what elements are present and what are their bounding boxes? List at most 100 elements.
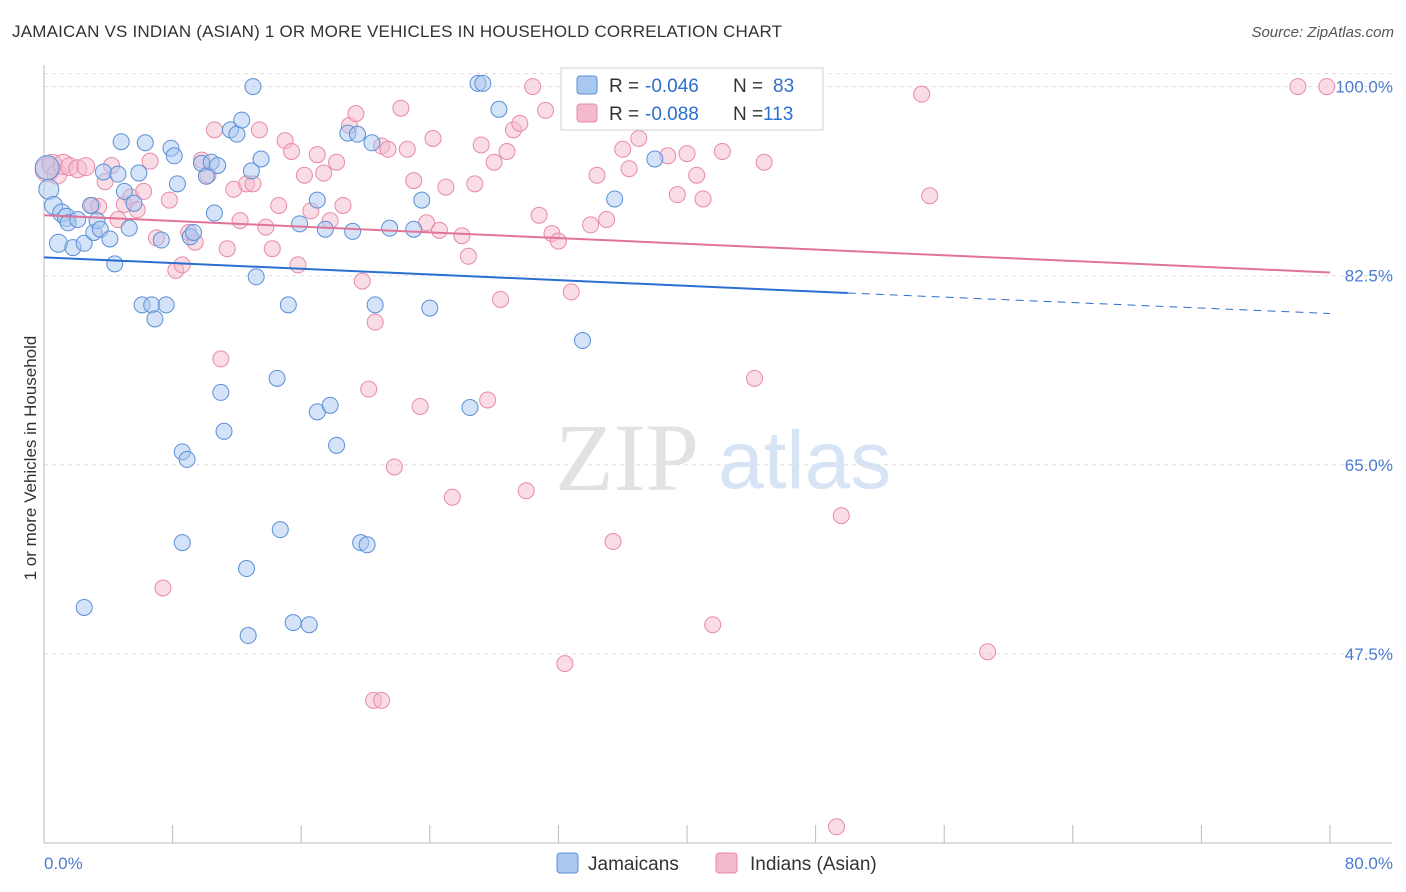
jamaican-point [152,231,170,249]
indian-asian-point [405,172,423,190]
indian-asian-point [549,232,567,250]
jamaican-point [271,521,289,539]
y-axis-label: 1 or more Vehicles in Household [21,336,40,581]
indian-asian-point [392,99,410,117]
indian-asian-point [498,142,516,160]
jamaican-point [366,296,384,314]
jamaican-point [300,616,318,634]
indian-asian-point [424,129,442,147]
indian-asian-point [630,129,648,147]
jamaican-point [344,222,362,240]
indian-asian-point [353,272,371,290]
jamaican-point [130,164,148,182]
jamaican-trend-extension [847,292,1331,315]
jamaican-point [75,598,93,616]
correlation-legend: R = -0.046 N = 83 R = -0.088 N = 113 [560,67,824,131]
indian-asian-point [411,397,429,415]
indian-asian-point [668,186,686,204]
indian-asian-point [270,196,288,214]
legend-n-label-2: N = [733,104,763,125]
trend-lines [43,214,1331,315]
indian-asian-point [334,196,352,214]
indian-asian-point [479,391,497,409]
jamaican-point [101,230,119,248]
legend-r-value-1: -0.046 [645,76,699,97]
indian-asian-point [530,206,548,224]
indian-asian-trend-line [43,214,1331,274]
indian-asian-point [257,218,275,236]
jamaican-point [279,296,297,314]
y-tick-label: 100.0% [1335,78,1393,97]
legend-n-value-2: 113 [763,104,793,125]
indian-asian-point [453,227,471,245]
correlation-legend-box [560,67,824,131]
jamaican-point [291,215,309,233]
page-title: JAMAICAN VS INDIAN (ASIAN) 1 OR MORE VEH… [12,22,783,41]
jamaican-point [490,100,508,118]
indian-asian-point [205,121,223,139]
indian-asian-point [537,101,555,119]
jamaican-point [75,234,93,252]
indian-asian-point [437,178,455,196]
jamaican-point [173,534,191,552]
indian-asian-point [173,256,191,274]
indian-asian-point [614,140,632,158]
indian-asian-point [620,160,638,178]
jamaican-point [358,536,376,554]
jamaican-point [316,220,334,238]
jamaican-point [308,191,326,209]
jamaican-point [178,450,196,468]
indian-asian-point [492,290,510,308]
jamaican-point [252,150,270,168]
indian-asian-point [373,691,391,709]
jamaican-trend-line [43,256,848,294]
jamaican-point [82,196,100,214]
indian-asian-point [713,142,731,160]
jamaican-point [106,255,124,273]
jamaican-point [112,133,130,151]
indian-asian-point [141,152,159,170]
legend-r-value-2: -0.088 [645,104,699,125]
x-tick-label: 80.0% [1345,854,1393,873]
indian-asian-point [466,175,484,193]
indian-asian-point [472,136,490,154]
indian-asian-point [704,616,722,634]
jamaican-point [168,175,186,193]
legend-r-label-2: R = [609,104,639,125]
axes-layer: 100.0% 82.5% 65.0% 47.5% 0.0% 80.0% 1 or more … [21,65,1393,873]
bottom-legend-swatch-indians [715,852,738,874]
indian-asian-point [524,78,542,96]
indian-asian-point [76,157,96,177]
y-tick-label: 47.5% [1345,645,1393,664]
indian-asian-point [517,482,535,500]
x-tick-label: 0.0% [44,854,83,873]
jamaican-point [233,111,251,129]
jamaican-point [421,299,439,317]
jamaican-point [146,310,164,328]
jamaican-point [238,560,256,578]
y-tick-label: 82.5% [1345,267,1393,286]
indian-asian-point [921,187,939,205]
jamaican-point [413,191,431,209]
jamaican-point [143,296,161,314]
legend-r-label-1: R = [609,76,639,97]
jamaican-point [328,436,346,454]
indian-asian-point [263,240,281,258]
indian-asian-point [827,818,845,836]
watermark-atlas: atlas [718,415,891,506]
jamaican-point [381,219,399,237]
indian-asian-point [1318,78,1336,96]
indian-asian-point [135,182,153,200]
indian-asian-point [430,221,448,239]
watermark-zip: ZIP [555,404,699,511]
indian-asian-point [598,211,616,229]
jamaican-point [574,332,592,350]
indian-asian-point [511,114,529,132]
indian-asian-point [212,350,230,368]
jamaican-point [120,219,138,237]
jamaican-point [646,150,664,168]
bottom-legend: Jamaicans Indians (Asian) [556,852,877,875]
jamaican-point [125,194,143,212]
indian-asian-point [295,166,313,184]
